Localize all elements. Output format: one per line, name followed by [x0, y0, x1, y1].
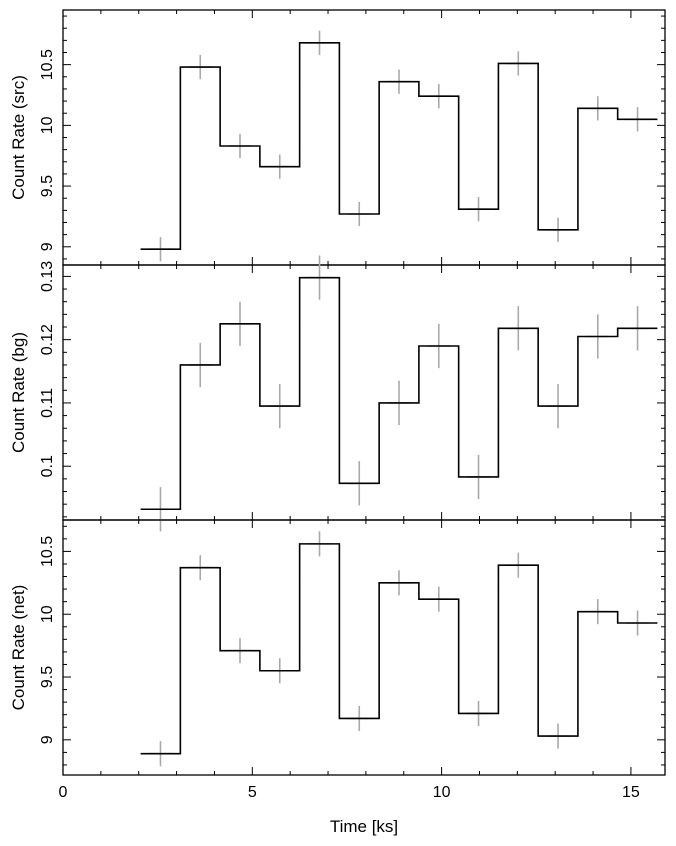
plot-frame [62, 9, 666, 266]
y-tick-label: 0.12 [39, 324, 56, 355]
plot-frame [62, 519, 666, 776]
step-series [140, 41, 658, 251]
x-tick-label: 10 [433, 784, 451, 801]
x-tick-label: 15 [622, 784, 640, 801]
y-axis-title: Count Rate (src) [9, 75, 28, 200]
y-tick-label: 10 [39, 116, 56, 134]
y-tick-label: 9.5 [39, 175, 56, 197]
x-axis-title: Time [ks] [330, 817, 398, 836]
y-tick-label: 9.5 [39, 666, 56, 688]
panel-net: 9 9.5 10 10.5 Count Rate (net) 0 5 10 15 Time [ks… [9, 519, 666, 836]
step-series [140, 276, 658, 511]
x-tick-label: 0 [59, 784, 68, 801]
panel-bg: 0.1 0.11 0.12 0.13 Count Rate (bg) [9, 255, 666, 532]
y-tick-label: 0.1 [39, 455, 56, 477]
y-tick-label: 10.5 [39, 49, 56, 80]
y-tick-label: 9 [39, 242, 56, 251]
step-series [140, 543, 658, 755]
y-tick-label: 0.13 [39, 261, 56, 292]
y-tick-label: 9 [39, 735, 56, 744]
y-tick-label: 0.11 [39, 388, 56, 418]
y-axis-title: Count Rate (bg) [9, 332, 28, 453]
panel-src: 9 9.5 10 10.5 Count Rate (src) [9, 9, 666, 266]
plot-frame [62, 264, 666, 521]
y-tick-label: 10.5 [39, 536, 56, 567]
x-tick-label: 5 [248, 784, 257, 801]
y-axis-title: Count Rate (net) [9, 585, 28, 711]
y-tick-label: 10 [39, 605, 56, 623]
